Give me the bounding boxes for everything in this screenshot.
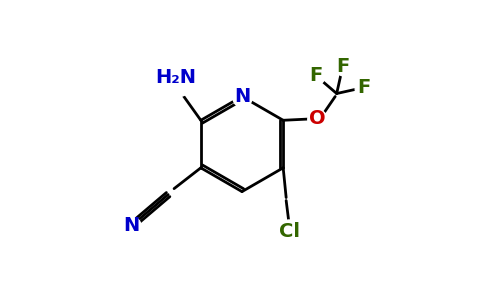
Text: F: F bbox=[309, 66, 322, 85]
Text: F: F bbox=[357, 78, 370, 97]
Text: O: O bbox=[309, 109, 326, 128]
Text: H₂N: H₂N bbox=[155, 68, 196, 87]
Text: N: N bbox=[234, 87, 250, 106]
Text: N: N bbox=[123, 216, 139, 235]
Text: Cl: Cl bbox=[279, 222, 300, 241]
Text: F: F bbox=[336, 57, 349, 76]
